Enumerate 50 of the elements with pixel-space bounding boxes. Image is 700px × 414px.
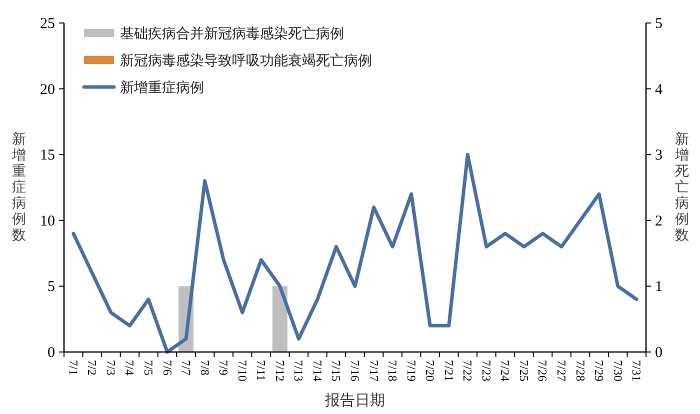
x-tick-label: 7/17 (366, 360, 381, 382)
legend-label: 新冠病毒感染导致呼吸功能衰竭死亡病例 (120, 53, 372, 69)
y-tick-label: 20 (40, 82, 55, 98)
x-tick-label: 7/14 (310, 360, 324, 382)
y-tick-label: 0 (48, 345, 55, 361)
x-tick-label: 7/3 (104, 360, 118, 376)
x-tick-label: 7/11 (254, 360, 268, 381)
x-tick-label: 7/19 (404, 360, 418, 382)
legend-label: 基础疾病合并新冠病毒感染死亡病例 (120, 26, 344, 42)
x-tick-label: 7/25 (516, 360, 531, 382)
x-tick-label: 7/22 (460, 360, 475, 382)
x-tick-label: 7/30 (610, 360, 625, 382)
x-tick-label: 7/15 (329, 360, 344, 382)
y2-tick-label: 0 (655, 345, 662, 361)
x-tick-label: 7/2 (85, 360, 100, 376)
x-tick-label: 7/5 (141, 360, 156, 376)
y-tick-label: 5 (48, 279, 55, 296)
y2-tick-label: 1 (655, 279, 662, 296)
y-axis-title: 新增重症病例数 (11, 132, 26, 244)
x-tick-label: 7/24 (498, 360, 512, 382)
x-axis-title: 报告日期 (324, 392, 385, 409)
x-tick-label: 7/16 (348, 360, 362, 382)
x-tick-label: 7/27 (554, 360, 569, 382)
y2-axis-title: 新增死亡病例数 (674, 132, 689, 244)
y2-tick-label: 4 (655, 82, 663, 98)
x-tick-label: 7/20 (423, 360, 438, 382)
x-tick-label: 7/9 (216, 360, 231, 376)
legend-label: 新增重症病例 (120, 80, 204, 96)
x-tick-label: 7/18 (386, 360, 400, 382)
y2-tick-label: 2 (655, 213, 662, 230)
y-tick-label: 10 (40, 213, 55, 230)
y-tick-label: 25 (40, 16, 55, 32)
x-tick-label: 7/10 (235, 360, 250, 382)
x-tick-label: 7/26 (536, 360, 550, 382)
x-tick-label: 7/23 (479, 360, 494, 382)
x-tick-label: 7/21 (442, 360, 456, 382)
x-tick-label: 7/29 (592, 360, 606, 382)
x-tick-label: 7/28 (573, 360, 588, 382)
y2-tick-label: 3 (655, 148, 662, 164)
x-tick-label: 7/1 (66, 360, 80, 376)
line-series (72, 152, 638, 354)
x-tick-label: 7/13 (292, 360, 306, 382)
x-tick-label: 7/7 (179, 360, 194, 376)
x-tick-label: 7/8 (198, 360, 212, 376)
y2-tick-label: 5 (655, 16, 662, 32)
x-tick-label: 7/6 (160, 360, 174, 376)
x-tick-label: 7/12 (272, 360, 287, 382)
x-tick-label: 7/31 (630, 360, 644, 382)
x-tick-label: 7/4 (122, 360, 137, 376)
y-tick-label: 15 (40, 148, 55, 164)
